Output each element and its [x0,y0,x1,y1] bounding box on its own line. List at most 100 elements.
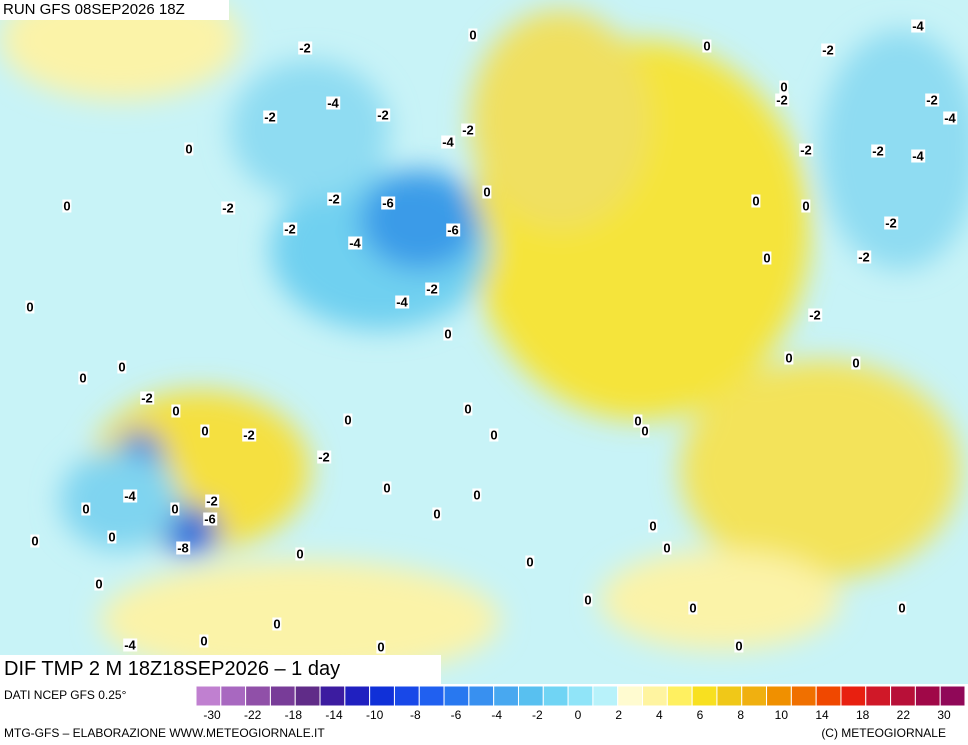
colorbar-swatch [269,685,296,707]
contour-label: -2 [298,40,312,56]
contour-label: -2 [242,427,256,443]
contour-label: -8 [176,540,190,556]
colorbar-swatch [617,685,644,707]
contour-label: 0 [751,193,761,209]
contour-label: 0 [702,38,712,54]
colorbar-swatch [294,685,321,707]
colorbar-label: 18 [855,708,870,722]
contour-label: 0 [382,480,392,496]
contour-label: 0 [688,600,698,616]
colorbar-label: 0 [574,708,582,722]
contour-label: -4 [123,637,137,653]
colorbar-label: -10 [365,708,384,722]
contour-label: 0 [482,184,492,200]
contour-label: -4 [943,110,957,126]
colorbar-label: -30 [203,708,221,722]
colorbar-swatch [319,685,346,707]
copyright: (C) METEOGIORNALE [821,726,946,740]
colorbar-swatch [766,685,792,707]
contour-label: 0 [199,633,209,649]
contour-label: 0 [468,27,478,43]
contour-label: -2 [775,92,789,108]
contour-label: 0 [583,592,593,608]
contour-label: 0 [734,638,744,654]
colorbar-label: -8 [409,708,421,722]
contour-label: 0 [62,198,72,214]
colorbar [195,685,966,707]
contour-label: -2 [283,221,297,237]
colorbar-label: -14 [325,708,343,722]
colorbar-swatch [220,685,247,707]
contour-label: 0 [851,355,861,371]
contour-label: 0 [78,370,88,386]
colorbar-swatch [939,685,966,707]
contour-label: -2 [263,109,277,125]
contour-label: -6 [446,222,460,238]
colorbar-swatch [468,685,495,707]
contour-label: -2 [327,191,341,207]
colorbar-swatch [865,685,892,707]
contour-label: -2 [821,42,835,58]
colorbar-swatch [914,685,941,707]
contour-label: 0 [184,141,194,157]
colorbar-swatch [493,685,519,707]
colorbar-swatch [418,685,445,707]
contour-label: -2 [221,200,235,216]
contour-label: -4 [395,294,409,310]
colorbar-swatch [393,685,420,707]
contour-label: 0 [640,423,650,439]
colorbar-swatch [245,685,271,707]
contour-label: 0 [463,401,473,417]
colorbar-swatch [890,685,916,707]
contour-label: 0 [633,413,643,429]
colorbar-label: -2 [531,708,543,722]
colorbar-swatch [592,685,619,707]
colorbar-swatch [716,685,743,707]
colorbar-label: 14 [815,708,829,722]
contour-label: 0 [107,529,117,545]
contour-label: -2 [884,215,898,231]
contour-label: -6 [203,511,217,527]
data-source: DATI NCEP GFS 0.25° [4,688,127,702]
contour-label: -4 [123,488,137,504]
contour-label: 0 [272,616,282,632]
contour-label: -2 [317,449,331,465]
colorbar-label: 10 [774,708,789,722]
contour-label: 0 [432,506,442,522]
colorbar-label: -22 [243,708,262,722]
colorbar-label: -6 [450,708,462,722]
contour-label: 0 [762,250,772,266]
colorbar-swatch [691,685,718,707]
contour-label: 0 [171,403,181,419]
contour-label: -4 [348,235,362,251]
contour-label: -2 [425,281,439,297]
contour-label: 0 [779,79,789,95]
colorbar-swatch [517,685,544,707]
contour-label: 0 [30,533,40,549]
colorbar-label: 22 [896,708,911,722]
colorbar-swatch [840,685,867,707]
contour-label: -2 [857,249,871,265]
contour-label: 0 [81,501,91,517]
contour-label: 0 [443,326,453,342]
contour-label: 0 [784,350,794,366]
colorbar-swatch [542,685,569,707]
contour-label: -2 [205,493,219,509]
contour-label: 0 [200,423,210,439]
contour-label: -2 [140,390,154,406]
contour-label: -4 [441,134,455,150]
colorbar-swatch [443,685,470,707]
contour-label: 0 [472,487,482,503]
colorbar-label: 2 [615,708,622,722]
colorbar-label: -18 [284,708,302,722]
contour-label: 0 [489,427,499,443]
run-title: RUN GFS 08SEP2026 18Z [0,0,229,20]
contour-label: -2 [376,107,390,123]
colorbar-swatch [741,685,768,707]
credit: MTG-GFS – ELABORAZIONE WWW.METEOGIORNALE… [4,726,325,740]
contour-label: 0 [343,412,353,428]
contour-label: 0 [662,540,672,556]
contour-label: 0 [525,554,535,570]
contour-label: -2 [461,122,475,138]
contour-label: 0 [25,299,35,315]
